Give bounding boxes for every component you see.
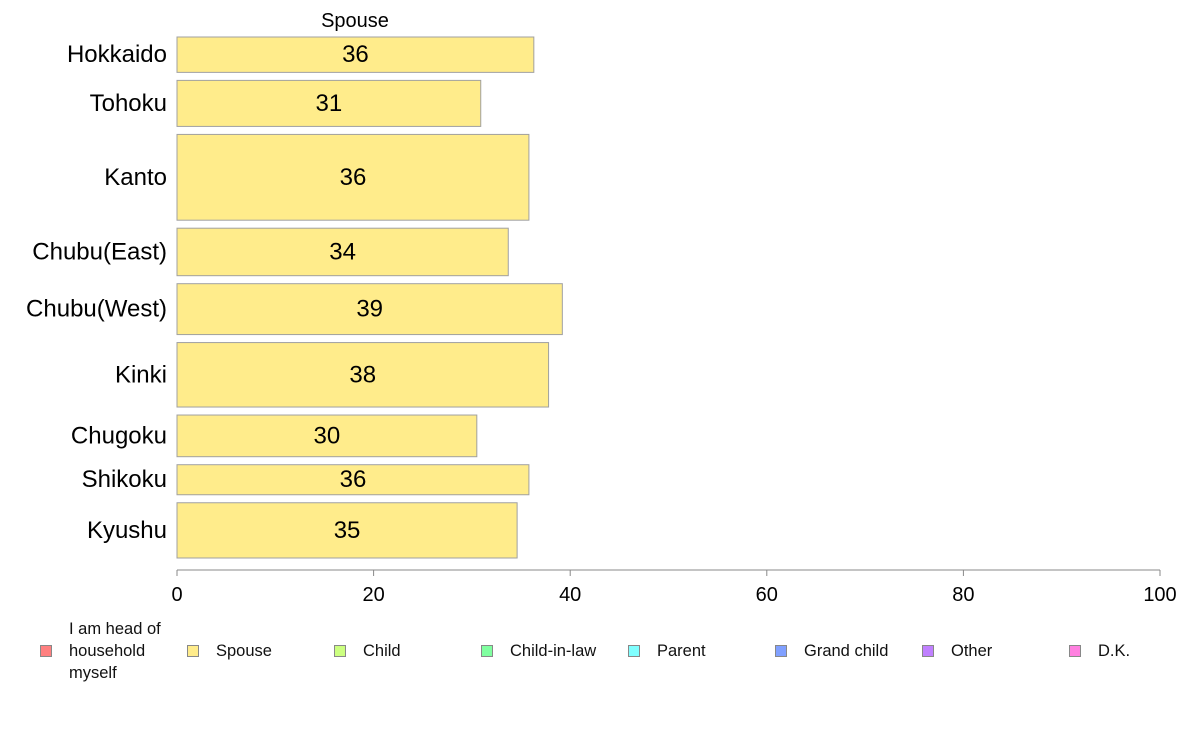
data-label: 36	[342, 41, 369, 68]
data-label: 31	[316, 90, 343, 117]
legend-label: Other	[951, 642, 993, 660]
data-label: 36	[340, 466, 367, 493]
x-tick-label: 40	[559, 584, 581, 606]
category-label: Shikoku	[82, 466, 167, 493]
x-tick-label: 20	[362, 584, 384, 606]
data-label: 36	[340, 164, 367, 191]
legend-swatch	[334, 645, 346, 657]
legend-item-spouse: Spouse	[187, 618, 272, 684]
category-label: Kanto	[104, 164, 167, 191]
panel-title: Spouse	[321, 10, 389, 32]
category-label: Chubu(East)	[32, 238, 167, 265]
x-tick-label: 80	[952, 584, 974, 606]
category-label: Chubu(West)	[26, 296, 167, 323]
data-label: 30	[314, 422, 341, 449]
bar-tohoku	[176, 79, 482, 127]
legend-swatch	[1069, 645, 1081, 657]
x-tick-label: 60	[756, 584, 778, 606]
legend-swatch	[628, 645, 640, 657]
legend-label: Child-in-law	[510, 642, 597, 660]
x-tick-label: 0	[171, 584, 182, 606]
data-label: 39	[356, 296, 383, 323]
legend: I am head of household myself Spouse Child…	[0, 618, 1188, 698]
legend-swatch	[187, 645, 199, 657]
category-label: Tohoku	[90, 90, 167, 117]
bar-shikoku	[176, 464, 530, 496]
data-label: 38	[349, 361, 376, 388]
legend-swatch	[922, 645, 934, 657]
data-label: 34	[329, 238, 356, 265]
category-label: Kinki	[115, 361, 167, 388]
category-label: Kyushu	[87, 517, 167, 544]
legend-item-i-am-head-of-household-myself: I am head of household myself	[40, 618, 177, 684]
category-label: Chugoku	[71, 422, 167, 449]
legend-item-other: Other	[922, 618, 992, 684]
x-tick-label: 100	[1143, 584, 1176, 606]
legend-swatch	[481, 645, 493, 657]
category-label: Hokkaido	[67, 41, 167, 68]
bar-chubu-west	[176, 283, 563, 336]
bar-chubu-east	[176, 227, 509, 277]
legend-item-parent: Parent	[628, 618, 706, 684]
bar-kinki	[176, 342, 550, 408]
bar-kanto	[176, 133, 530, 221]
legend-swatch	[775, 645, 787, 657]
legend-label: Parent	[657, 642, 706, 660]
legend-label: D.K.	[1098, 642, 1131, 660]
x-axis: 0 20 40 60 80 100	[171, 569, 1177, 606]
legend-item-d-k: D.K.	[1069, 618, 1130, 684]
bar-kyushu	[176, 502, 518, 559]
legend-item-grand-child: Grand child	[775, 618, 888, 684]
bars-layer: Hokkaido 36 Tohoku 31 Kanto 36 Chubu(East) 34 Ch…	[26, 36, 563, 559]
bar-hokkaido	[176, 36, 535, 73]
legend-label: Spouse	[216, 642, 272, 660]
data-label: 35	[334, 517, 361, 544]
legend-item-child-in-law: Child-in-law	[481, 618, 596, 684]
legend-item-child: Child	[334, 618, 401, 684]
legend-label: Grand child	[804, 642, 889, 660]
legend-label: Child	[363, 642, 401, 660]
legend-swatch	[40, 645, 52, 657]
bar-chugoku	[176, 414, 478, 458]
legend-label: I am head of household myself	[69, 620, 161, 682]
bar-chart: Spouse Hokkaido 36 Tohoku 31 Kanto 36 Chubu(Ea…	[26, 10, 1177, 606]
